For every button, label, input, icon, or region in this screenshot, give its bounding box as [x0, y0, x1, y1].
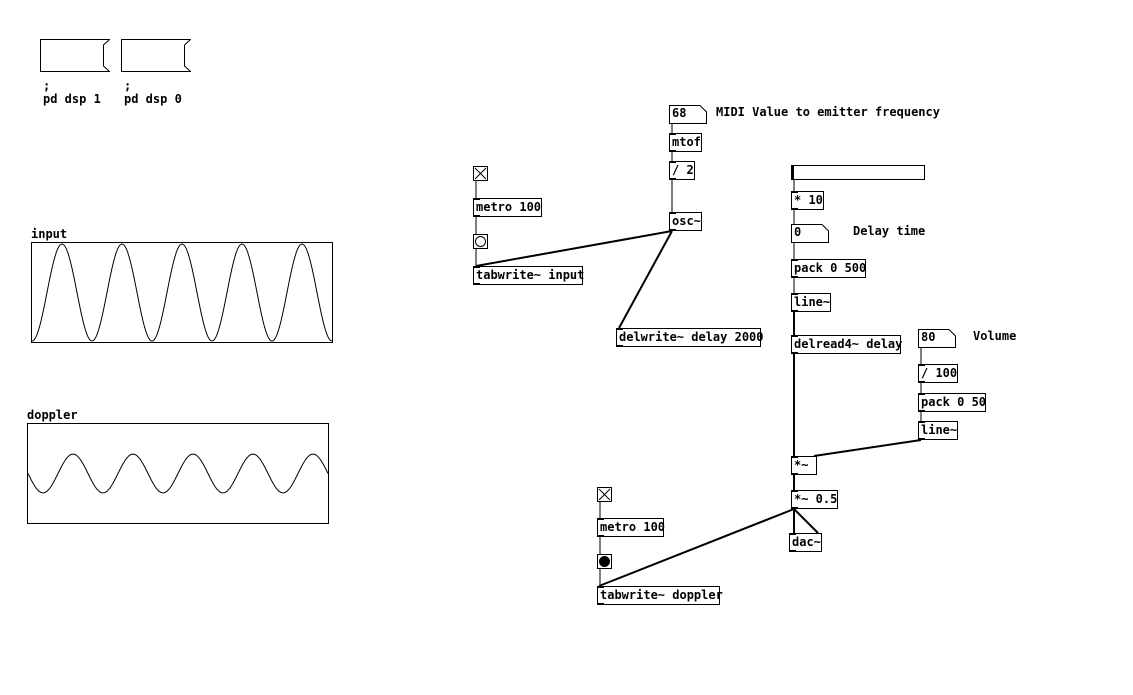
- delay-time-value: 0: [794, 225, 802, 239]
- divide-2-object[interactable]: / 2: [669, 161, 695, 180]
- volume-number-box[interactable]: 80: [918, 329, 956, 348]
- dsp-on-text: ; pd dsp 1: [43, 79, 101, 106]
- array-waveform-line: [32, 243, 332, 342]
- signal-multiply-half-object[interactable]: *~ 0.5: [791, 490, 838, 509]
- doppler-metro-object[interactable]: metro 100: [597, 518, 665, 537]
- pack-50-object[interactable]: pack 0 50: [918, 393, 986, 412]
- volume-value: 80: [921, 330, 936, 344]
- midi-number-box[interactable]: 68: [669, 105, 707, 124]
- dac-object[interactable]: dac~: [789, 533, 822, 552]
- input-array-graph[interactable]: [31, 242, 333, 343]
- dsp-on-message[interactable]: ; pd dsp 1: [40, 39, 110, 106]
- dsp-off-message[interactable]: ; pd dsp 0: [121, 39, 191, 106]
- cord: [793, 508, 819, 534]
- line-object-delay[interactable]: line~: [791, 293, 831, 312]
- tabwrite-doppler-object[interactable]: tabwrite~ doppler: [597, 586, 723, 605]
- line-object-volume[interactable]: line~: [918, 421, 958, 440]
- delwrite-object[interactable]: delwrite~ delay 2000: [616, 328, 764, 347]
- tabwrite-input-object[interactable]: tabwrite~ input: [473, 266, 584, 285]
- midi-comment: MIDI Value to emitter frequency: [716, 105, 940, 119]
- input-metro-object[interactable]: metro 100: [473, 198, 542, 217]
- dsp-off-text: ; pd dsp 0: [124, 79, 182, 106]
- midi-number-value: 68: [672, 106, 687, 120]
- signal-multiply-object[interactable]: *~: [791, 456, 817, 475]
- pack-500-object[interactable]: pack 0 500: [791, 259, 866, 278]
- input-waveform: [32, 243, 332, 342]
- input-toggle[interactable]: [473, 166, 488, 181]
- input-array-label: input: [31, 227, 68, 241]
- cord: [618, 230, 673, 329]
- doppler-array-label: doppler: [27, 408, 78, 422]
- cord: [475, 230, 673, 267]
- doppler-array-graph[interactable]: [27, 423, 329, 524]
- mtof-object[interactable]: mtof: [669, 133, 702, 152]
- delread4-object[interactable]: delread4~ delay: [791, 335, 902, 354]
- delay-time-number-box[interactable]: 0: [791, 224, 829, 243]
- doppler-waveform: [28, 453, 328, 494]
- cord: [813, 439, 922, 457]
- doppler-bang[interactable]: [597, 554, 612, 569]
- delay-time-slider[interactable]: [791, 165, 925, 180]
- array-waveform-line: [28, 453, 328, 494]
- volume-comment: Volume: [973, 329, 1017, 343]
- osc-object[interactable]: osc~: [669, 212, 702, 231]
- input-bang[interactable]: [473, 234, 488, 249]
- delay-time-comment: Delay time: [853, 224, 926, 238]
- multiply-10-object[interactable]: * 10: [791, 191, 824, 210]
- doppler-toggle[interactable]: [597, 487, 612, 502]
- slider-knob[interactable]: [792, 166, 794, 179]
- cord: [598, 508, 795, 587]
- divide-100-object[interactable]: / 100: [918, 364, 958, 383]
